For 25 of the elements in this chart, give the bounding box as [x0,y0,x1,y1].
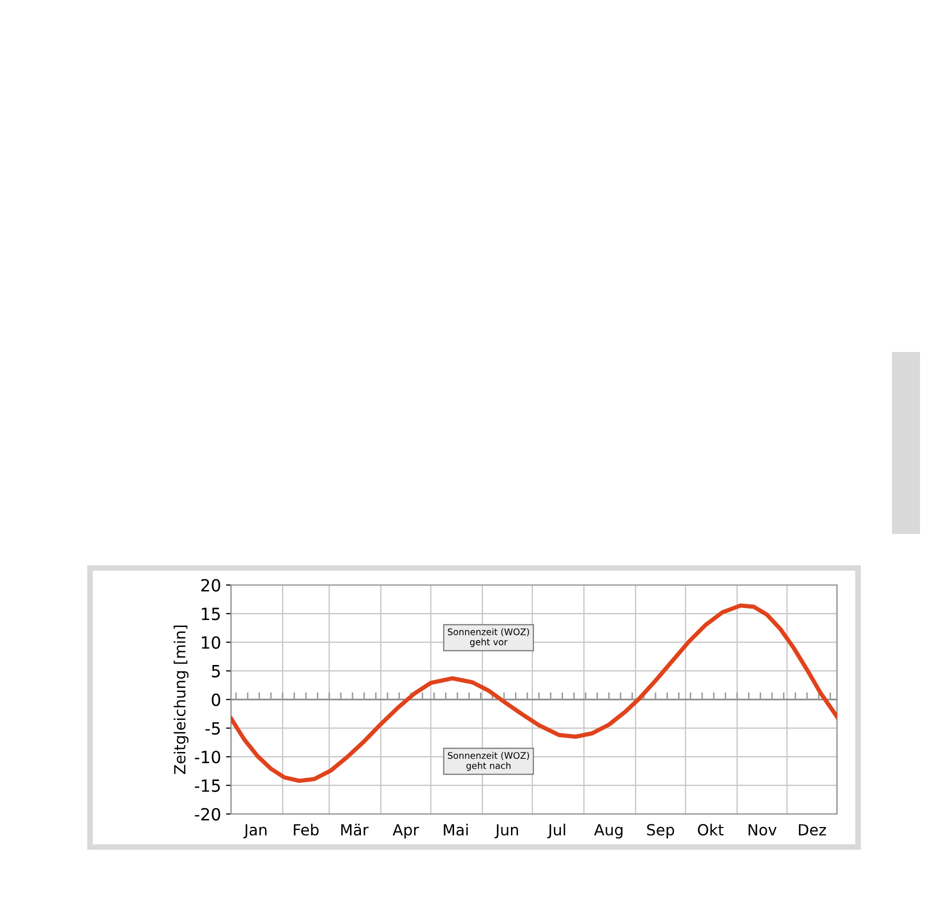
y-tick-label: 0 [212,693,220,706]
x-tick-label: Apr [392,824,420,839]
annotation: Sonnenzeit (WOZ) geht vor [448,628,529,648]
y-tick-label: 5 [212,665,220,678]
y-tick-label: -15 [194,780,220,792]
x-tick-label: Jan [243,824,266,838]
y-tick-label: -10 [194,750,220,764]
y-tick-label: 15 [202,608,220,620]
x-tick-label: Nov [748,824,777,836]
y-tick-label: 10 [202,636,220,649]
annotation: Sonnenzeit (WOZ) geht nach [448,752,529,771]
x-tick-label: Jul [547,824,566,838]
y-tick-label: 20 [201,578,220,592]
x-tick-label: Feb [294,824,319,836]
line-series [231,604,837,783]
y-tick-label: -5 [205,722,220,735]
x-tick-label: Aug [594,824,622,839]
x-tick-label: Jun [494,824,518,838]
x-tick-label: Okt [698,824,724,836]
y-axis-title: Zeitgleichung [min] [174,626,188,774]
y-tick-label: -20 [194,808,220,821]
x-tick-label: Sep [647,824,674,839]
x-tick-label: Mai [444,824,468,836]
x-tick-label: Mär [341,824,369,836]
x-tick-label: Dez [798,824,826,836]
